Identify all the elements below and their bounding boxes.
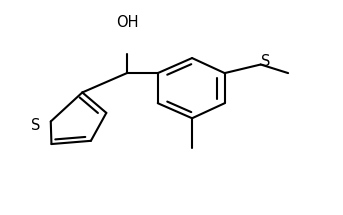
Text: S: S (31, 118, 41, 133)
Text: OH: OH (116, 15, 138, 30)
Text: S: S (261, 54, 271, 69)
